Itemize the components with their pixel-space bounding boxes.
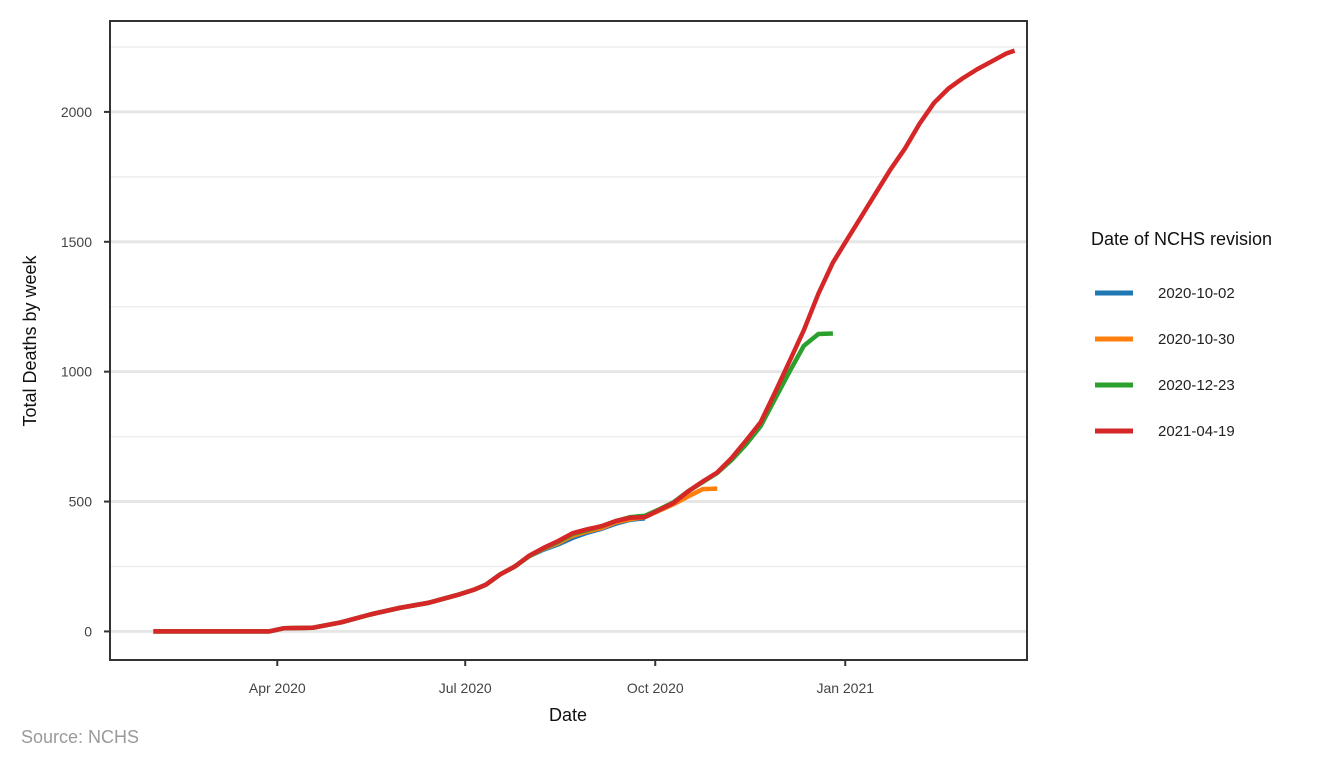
legend-label: 2021-04-19 (1158, 423, 1235, 440)
gridlines (111, 46, 1026, 633)
y-tick-label: 1000 (61, 364, 92, 380)
legend-items: 2020-10-02 2020-10-30 2020-12-23 2021-04-19 (1095, 285, 1235, 440)
x-axis-title: Date (549, 705, 587, 725)
y-axis: 0 500 1000 1500 2000 (61, 104, 110, 639)
plot-panel-border (109, 20, 1028, 661)
series-lines (153, 48, 1016, 634)
x-tick-label: Oct 2020 (627, 680, 684, 696)
legend: Date of NCHS revision 2020-10-022020-10-… (1091, 229, 1272, 440)
y-tick-label: 500 (69, 494, 93, 510)
x-tick-label: Apr 2020 (249, 680, 306, 696)
y-axis-title: Total Deaths by week (20, 254, 40, 426)
series-line-2020-10-30 (153, 486, 718, 634)
legend-title: Date of NCHS revision (1091, 229, 1272, 249)
legend-label: 2020-10-02 (1158, 285, 1235, 302)
series-line-2020-12-23 (153, 331, 833, 634)
x-tick-label: Jan 2021 (816, 680, 874, 696)
legend-label: 2020-12-23 (1158, 377, 1235, 394)
y-tick-label: 1500 (61, 234, 92, 250)
y-tick-label: 2000 (61, 104, 92, 120)
y-tick-label: 0 (84, 623, 92, 639)
x-axis: Apr 2020 Jul 2020 Oct 2020 Jan 2021 (249, 660, 874, 696)
series-line-2021-04-19 (153, 48, 1016, 634)
legend-label: 2020-10-30 (1158, 331, 1235, 348)
source-caption: Source: NCHS (21, 727, 139, 747)
x-tick-label: Jul 2020 (439, 680, 492, 696)
